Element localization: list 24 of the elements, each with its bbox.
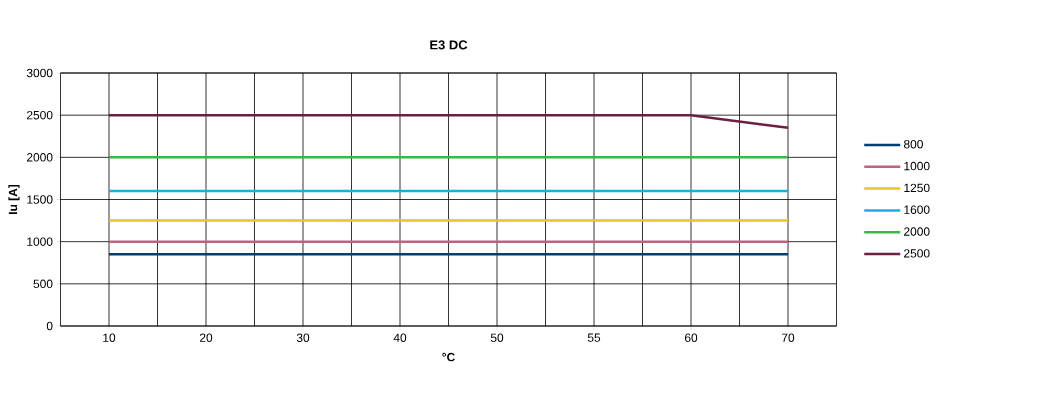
legend-label: 800 (903, 140, 923, 149)
legend-label: 1600 (904, 205, 930, 214)
x-tick-label: 50 (490, 333, 504, 342)
y-tick-label: 0 (46, 321, 53, 331)
x-tick-label: 40 (393, 333, 407, 342)
y-tick-label: 500 (33, 279, 53, 289)
y-tick-label: 2000 (26, 153, 53, 162)
x-axis-title: °C (442, 352, 455, 362)
legend-label: 1250 (904, 183, 930, 193)
x-tick-label: 60 (684, 333, 698, 342)
y-tick-label: 1000 (27, 237, 53, 246)
y-tick-label: 3000 (26, 68, 53, 78)
legend-label: 2500 (904, 249, 930, 258)
legend-label: 1000 (904, 161, 930, 171)
x-tick-label: 30 (296, 333, 310, 342)
x-tick-label: 20 (199, 333, 213, 342)
legend-label: 2000 (904, 227, 930, 236)
x-tick-label: 55 (587, 333, 601, 342)
y-tick-label: 1500 (27, 195, 53, 204)
y-tick-label: 2500 (26, 110, 53, 120)
y-axis-title: Iu [A] (8, 184, 20, 214)
chart-title: E3 DC (430, 40, 468, 50)
x-tick-label: 70 (781, 333, 795, 342)
x-tick-label: 10 (103, 333, 116, 342)
